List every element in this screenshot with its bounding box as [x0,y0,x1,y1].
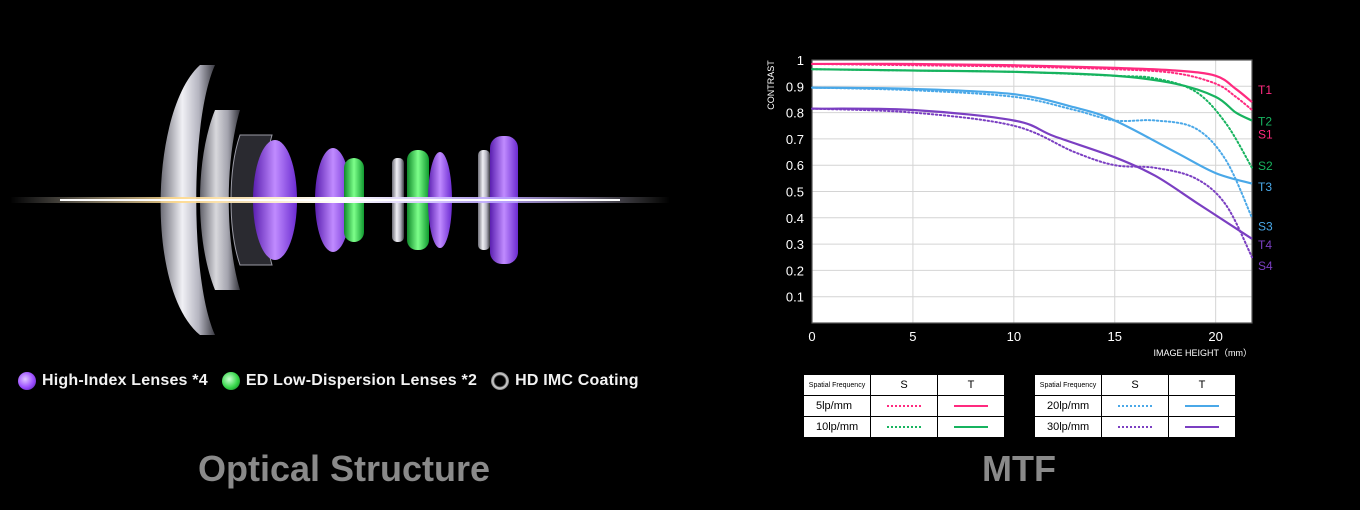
series-line-s2 [811,68,1253,169]
lens-diagram [10,65,670,335]
table-cell-s-swatch [1101,395,1169,417]
table-cell-s-swatch [1101,416,1169,438]
table-cell-frequency: 5lp/mm [803,395,871,417]
optical-structure-panel: High-Index Lenses *4 ED Low-Dispersion L… [10,65,670,489]
table-cell-t-swatch [1168,395,1236,417]
series-line-s3 [811,86,1253,219]
series-end-label: S1 [1258,128,1273,142]
mtf-title: MTF [982,448,1056,489]
x-tick-label: 15 [1108,329,1122,344]
legend-label: High-Index Lenses *4 [42,372,208,389]
series-end-label: S4 [1258,259,1273,273]
series-line-t1 [811,62,1253,103]
dotted-line-swatch [1118,405,1152,408]
coating-ring-icon [491,372,510,390]
table-cell-t-swatch [937,395,1005,417]
y-tick-label: 0.7 [786,132,804,147]
legend-item-high-index: High-Index Lenses *4 [18,372,208,390]
green-lens-dot-icon [221,372,240,390]
table-row: 20lp/mm [1034,395,1236,417]
mtf-chart: 0.10.20.30.40.50.60.70.80.910 5 10 15 20CONT… [766,53,1273,358]
legend-label: HD IMC Coating [515,372,639,389]
table-cell-t-swatch [1168,416,1236,438]
table-cell-s-swatch [870,395,938,417]
table-cell-frequency: 20lp/mm [1034,395,1102,417]
dotted-line-swatch [887,405,921,408]
table-row: 30lp/mm [1034,416,1236,438]
table-header-row: Spatial Frequency S T [1034,374,1236,396]
table-header-s: S [1101,374,1169,396]
mtf-panel: 0.1 0.2 0.3 0.4 0.5 0.6 0.7 0.8 0.9 1 0 5 10 15 20 CONT… [700,0,1360,510]
solid-line-swatch [954,426,988,429]
y-tick-label: 0.6 [786,158,804,173]
x-tick-label: 5 [909,329,916,344]
series-line-t3 [811,86,1253,185]
table-header-frequency: Spatial Frequency [803,374,871,396]
solid-line-swatch [1185,405,1219,408]
table-header-t: T [937,374,1005,396]
legend-label: ED Low-Dispersion Lenses *2 [245,372,478,389]
series-line-s4 [811,107,1253,259]
dotted-line-swatch [1118,426,1152,429]
series-end-label: T3 [1258,180,1272,194]
purple-lens-dot-icon [18,372,36,390]
lens-legend: High-Index Lenses *4 ED Low-Dispersion L… [18,372,653,390]
series-end-label: T2 [1258,114,1272,128]
table-cell-s-swatch [870,416,938,438]
y-tick-label: 1 [797,53,804,68]
series-end-label: S2 [1258,159,1273,173]
x-tick-label: 10 [1007,329,1021,344]
y-tick-label: 0.1 [786,290,804,305]
optical-structure-title: Optical Structure [198,448,491,489]
series-line-t4 [811,107,1253,240]
table-header-s: S [870,374,938,396]
legend-item-coating: HD IMC Coating [491,372,639,390]
table-cell-frequency: 10lp/mm [803,416,871,438]
table-cell-frequency: 30lp/mm [1034,416,1102,438]
plot-frame [811,59,1253,324]
frequency-table-left: Spatial Frequency S T 5lp/mm 10lp/mm [803,374,1005,438]
table-row: 5lp/mm [803,395,1005,417]
light-beam-core [60,199,620,201]
y-tick-label: 0.8 [786,106,804,121]
table-header-t: T [1168,374,1236,396]
y-tick-label: 0.5 [786,185,804,200]
series-end-label: T1 [1258,83,1272,97]
solid-line-swatch [1185,426,1219,429]
y-tick-label: 0.4 [786,211,804,226]
table-header-row: Spatial Frequency S T [803,374,1005,396]
x-axis-label: IMAGE HEIGHT（mm） [1154,348,1253,358]
y-tick-label: 0.2 [786,263,804,278]
y-axis-label: CONTRAST [766,60,776,110]
x-tick-label: 0 [808,329,815,344]
frequency-table-right: Spatial Frequency S T 20lp/mm 30lp/mm [1034,374,1236,438]
y-tick-label: 0.9 [786,79,804,94]
table-cell-t-swatch [937,416,1005,438]
solid-line-swatch [954,405,988,408]
table-header-frequency: Spatial Frequency [1034,374,1102,396]
series-end-label: T4 [1258,238,1272,252]
y-tick-label: 0.3 [786,237,804,252]
legend-item-ed: ED Low-Dispersion Lenses *2 [221,372,478,390]
series-line-s1 [811,62,1253,111]
series-end-label: S3 [1258,220,1273,234]
table-row: 10lp/mm [803,416,1005,438]
dotted-line-swatch [887,426,921,429]
x-tick-label: 20 [1208,329,1222,344]
